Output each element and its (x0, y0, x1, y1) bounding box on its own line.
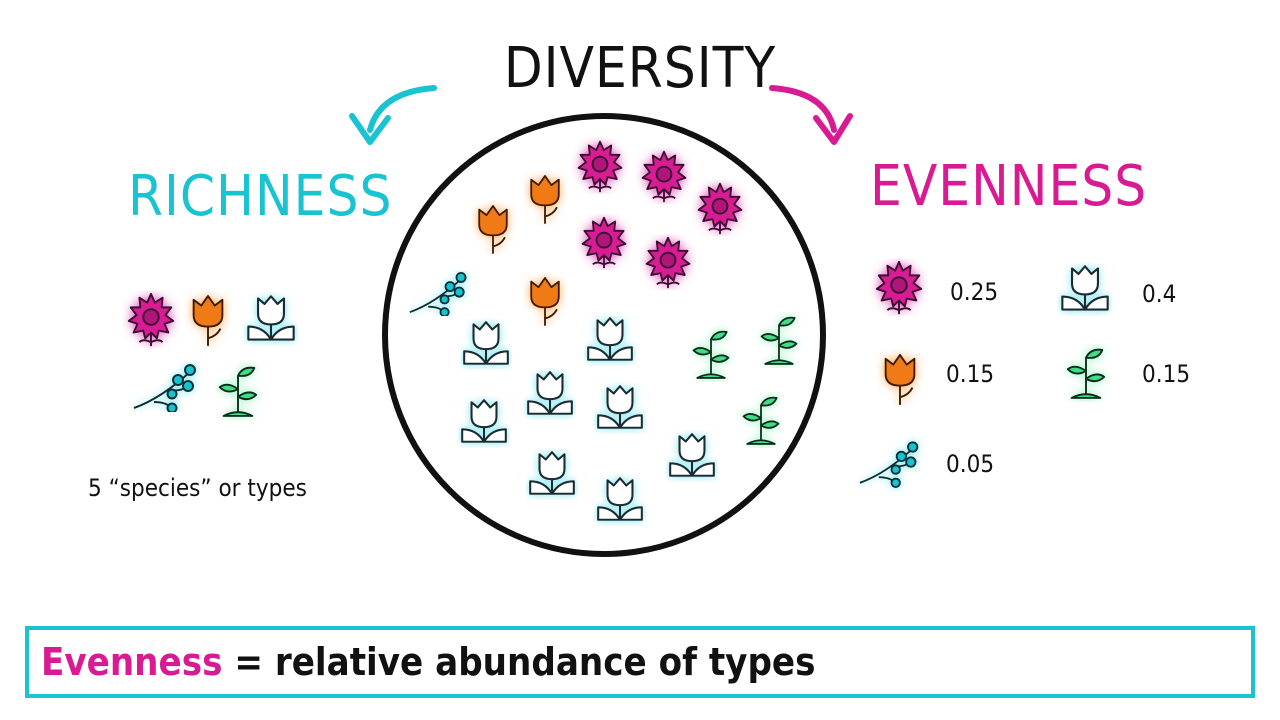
white-tulip-icon (460, 318, 512, 370)
sunflower-icon (572, 138, 628, 194)
definition-box: Evenness = relative abundance of types (25, 626, 1255, 698)
evenness-value-sunflower: 0.25 (950, 278, 999, 306)
white-tulip-icon (458, 396, 510, 448)
orange-tulip-icon (470, 200, 516, 256)
richness-caption: 5 “species” or types (88, 474, 307, 502)
sprout-icon (688, 326, 734, 382)
sunflower-icon (692, 180, 748, 236)
definition-body: relative abundance of types (274, 640, 816, 684)
evenness-value-white-tulip: 0.4 (1142, 280, 1177, 308)
evenness-value-orange-tulip: 0.15 (946, 360, 995, 388)
orange-tulip-icon (184, 290, 232, 348)
blossom-branch-icon (858, 432, 924, 494)
sunflower-icon (870, 258, 928, 316)
richness-heading: RICHNESS (128, 164, 393, 229)
white-tulip-icon (1058, 262, 1112, 316)
sunflower-icon (636, 148, 692, 204)
sprout-icon (214, 362, 262, 420)
blossom-branch-icon (132, 362, 202, 412)
white-tulip-icon (594, 474, 646, 526)
blossom-branch-icon (408, 270, 472, 316)
white-tulip-icon (526, 448, 578, 500)
sprout-icon (1062, 344, 1110, 402)
white-tulip-icon (666, 430, 718, 482)
definition-text: Evenness = relative abundance of types (41, 640, 815, 684)
definition-equals: = (222, 640, 275, 684)
diagram-title: DIVERSITY (503, 36, 777, 101)
sunflower-icon (640, 234, 696, 290)
evenness-value-sprout: 0.15 (1142, 360, 1191, 388)
white-tulip-icon (584, 314, 636, 366)
orange-tulip-icon (522, 170, 568, 226)
evenness-value-blossom: 0.05 (946, 450, 995, 478)
white-tulip-icon (594, 382, 646, 434)
white-tulip-icon (244, 292, 298, 346)
sprout-icon (756, 312, 802, 368)
orange-tulip-icon (876, 348, 924, 408)
sunflower-icon (576, 214, 632, 270)
definition-term: Evenness (41, 640, 223, 684)
white-tulip-icon (524, 368, 576, 420)
evenness-heading: EVENNESS (870, 154, 1148, 219)
sprout-icon (738, 392, 784, 448)
sunflower-icon (122, 290, 180, 348)
orange-tulip-icon (522, 272, 568, 328)
